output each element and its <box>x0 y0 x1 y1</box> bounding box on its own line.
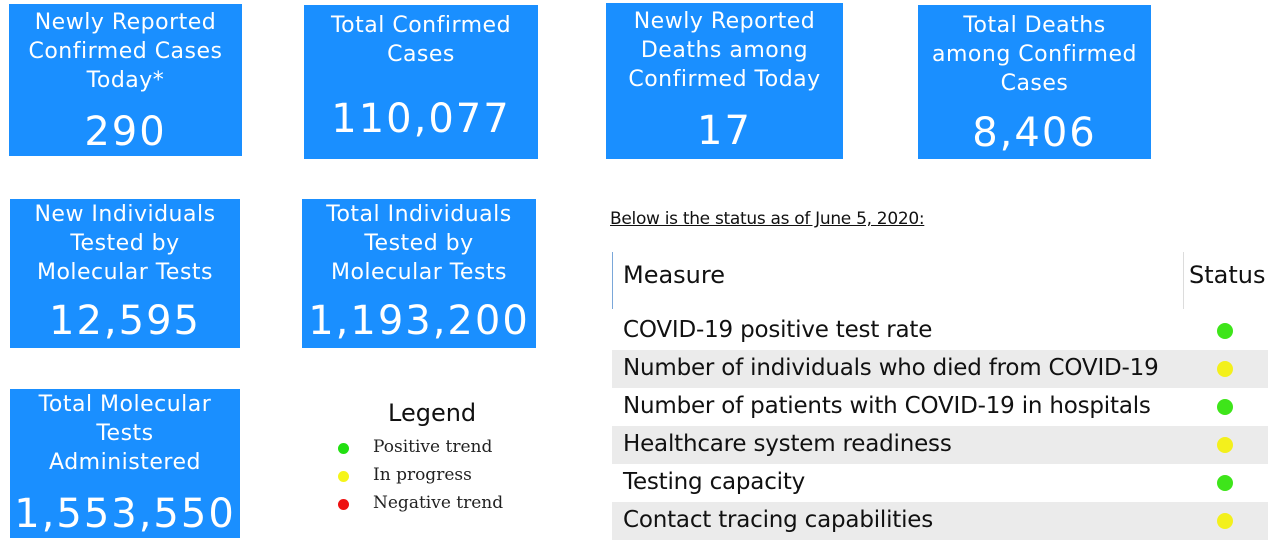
card-value: 17 <box>697 108 752 154</box>
card-value: 290 <box>84 109 167 155</box>
status-dot-icon <box>1217 437 1233 453</box>
card-title-line: Deaths among <box>640 38 809 63</box>
card-title-line: Tested by <box>70 231 180 256</box>
card-title-line: Cases <box>1000 71 1069 96</box>
card-title-line: Tests <box>96 421 154 446</box>
card-value: 1,553,550 <box>14 491 236 537</box>
legend-title: Legend <box>388 399 477 427</box>
status-dot-icon <box>1217 475 1233 491</box>
card-title: New Individuals Tested by Molecular Test… <box>10 200 240 287</box>
card-title-line: Administered <box>49 450 201 475</box>
measure-cell: Healthcare system readiness <box>623 431 952 457</box>
measure-cell: Number of individuals who died from COVI… <box>623 355 1159 381</box>
status-dot-icon <box>1217 513 1233 529</box>
table-header: Measure Status <box>612 252 1268 309</box>
status-dot-icon <box>1217 361 1233 377</box>
measure-cell: COVID-19 positive test rate <box>623 317 933 343</box>
card-title-line: Cases <box>387 42 455 67</box>
table-row: Number of individuals who died from COVI… <box>612 350 1268 388</box>
card-title-line: Confirmed Today <box>628 67 821 92</box>
legend-label: Negative trend <box>373 493 504 513</box>
card-title-line: Total Deaths <box>963 13 1106 38</box>
card-title-line: Total Individuals <box>326 202 512 227</box>
card-total-deaths: Total Deaths among Confirmed Cases 8,406 <box>918 5 1151 159</box>
card-title-line: Today* <box>86 68 165 93</box>
card-title-line: among Confirmed <box>932 42 1137 67</box>
card-title-line: Tested by <box>364 231 474 256</box>
legend-label: In progress <box>373 465 472 485</box>
yellow-dot-icon <box>338 471 349 482</box>
card-value: 1,193,200 <box>308 298 530 344</box>
card-title-line: Total Molecular <box>38 392 212 417</box>
card-title: Total Molecular Tests Administered <box>10 390 240 477</box>
card-title-line: Newly Reported <box>633 9 816 34</box>
card-value: 12,595 <box>49 298 201 344</box>
card-total-molecular-tests: Total Molecular Tests Administered 1,553… <box>10 389 240 538</box>
status-dot-icon <box>1217 323 1233 339</box>
card-new-individuals-tested: New Individuals Tested by Molecular Test… <box>10 199 240 348</box>
table-row: COVID-19 positive test rate <box>612 312 1268 350</box>
column-header-status: Status <box>1189 261 1266 289</box>
legend-label: Positive trend <box>373 437 493 457</box>
red-dot-icon <box>338 499 349 510</box>
measure-cell: Number of patients with COVID-19 in hosp… <box>623 393 1151 419</box>
card-title-line: New Individuals <box>34 202 216 227</box>
card-title: Total Deaths among Confirmed Cases <box>918 11 1151 98</box>
status-dot-icon <box>1217 399 1233 415</box>
card-title: Newly Reported Deaths among Confirmed To… <box>606 7 843 94</box>
card-title-line: Molecular Tests <box>36 260 214 285</box>
column-divider <box>1183 252 1184 309</box>
table-row: Contact tracing capabilities <box>612 502 1268 540</box>
table-row: Testing capacity <box>612 464 1268 502</box>
table-row: Healthcare system readiness <box>612 426 1268 464</box>
card-title-line: Newly Reported <box>34 10 217 35</box>
card-total-individuals-tested: Total Individuals Tested by Molecular Te… <box>302 199 536 348</box>
card-title-line: Confirmed Cases <box>28 39 223 64</box>
measure-cell: Contact tracing capabilities <box>623 507 934 533</box>
legend: Legend Positive trend In progress Negati… <box>322 397 552 527</box>
card-new-confirmed-cases: Newly Reported Confirmed Cases Today* 29… <box>9 4 242 156</box>
card-title: Total Individuals Tested by Molecular Te… <box>302 200 536 287</box>
card-value: 8,406 <box>972 110 1097 156</box>
table-row: Number of patients with COVID-19 in hosp… <box>612 388 1268 426</box>
card-total-confirmed-cases: Total Confirmed Cases 110,077 <box>304 5 538 159</box>
measure-cell: Testing capacity <box>623 469 806 495</box>
status-date-note: Below is the status as of June 5, 2020: <box>610 209 925 229</box>
card-title: Total Confirmed Cases <box>304 11 538 69</box>
card-title-line: Molecular Tests <box>330 260 508 285</box>
card-value: 110,077 <box>331 96 511 142</box>
card-new-deaths: Newly Reported Deaths among Confirmed To… <box>606 3 843 159</box>
card-title: Newly Reported Confirmed Cases Today* <box>9 8 242 95</box>
card-title-line: Total Confirmed <box>330 13 512 38</box>
green-dot-icon <box>338 443 349 454</box>
column-header-measure: Measure <box>623 261 725 289</box>
